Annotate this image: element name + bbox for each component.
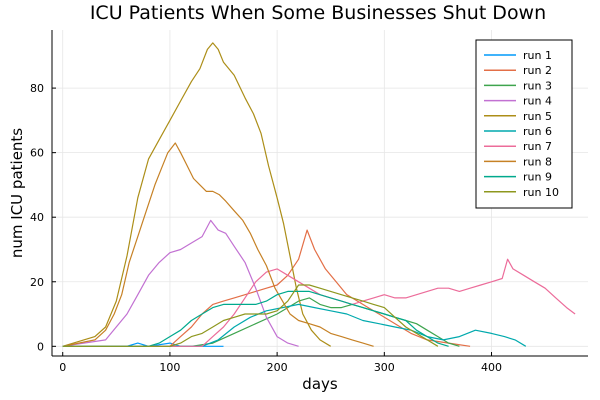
series-line-run-8 (62, 142, 374, 347)
legend-label: run 2 (523, 64, 552, 77)
x-tick-label: 300 (374, 361, 395, 374)
legend: run 1 run 2 run 3 run 4 run 5 run 6 run 7 run 8… (475, 39, 573, 209)
legend-label: run 7 (523, 140, 552, 153)
axes (51, 30, 588, 357)
series-line-run-3 (62, 297, 460, 347)
x-tick-label: 0 (59, 361, 66, 374)
legend-label: run 10 (523, 186, 559, 199)
x-axis-title: days (302, 375, 338, 393)
series-line-run-4 (62, 219, 299, 347)
series-line-run-9 (62, 290, 449, 347)
x-tick-label: 100 (159, 361, 180, 374)
series-line-run-6 (62, 303, 527, 347)
series-line-run-5 (62, 42, 332, 347)
legend-label: run 1 (523, 49, 552, 62)
legend-label: run 3 (523, 79, 552, 92)
y-axis-title: num ICU patients (8, 128, 26, 258)
x-tick-label: 400 (481, 361, 502, 374)
series-line-run-2 (62, 229, 471, 347)
legend-label: run 8 (523, 155, 552, 168)
legend-box (475, 39, 573, 209)
y-tick-label: 20 (30, 276, 44, 289)
y-tick-label: 0 (37, 340, 44, 353)
series-line-run-10 (62, 284, 439, 347)
legend-label: run 6 (523, 125, 552, 138)
legend-label: run 9 (523, 171, 552, 184)
tick-labels: 0 100 200 300 400 0 20 40 60 80 (30, 82, 502, 374)
x-tick-label: 200 (267, 361, 288, 374)
y-tick-label: 60 (30, 147, 44, 160)
chart-title: ICU Patients When Some Businesses Shut D… (90, 2, 546, 24)
legend-label: run 5 (523, 110, 552, 123)
y-tick-label: 80 (30, 82, 44, 95)
legend-label: run 4 (523, 95, 552, 108)
series-lines (62, 42, 576, 347)
series-line-run-7 (62, 258, 576, 347)
y-tick-label: 40 (30, 211, 44, 224)
